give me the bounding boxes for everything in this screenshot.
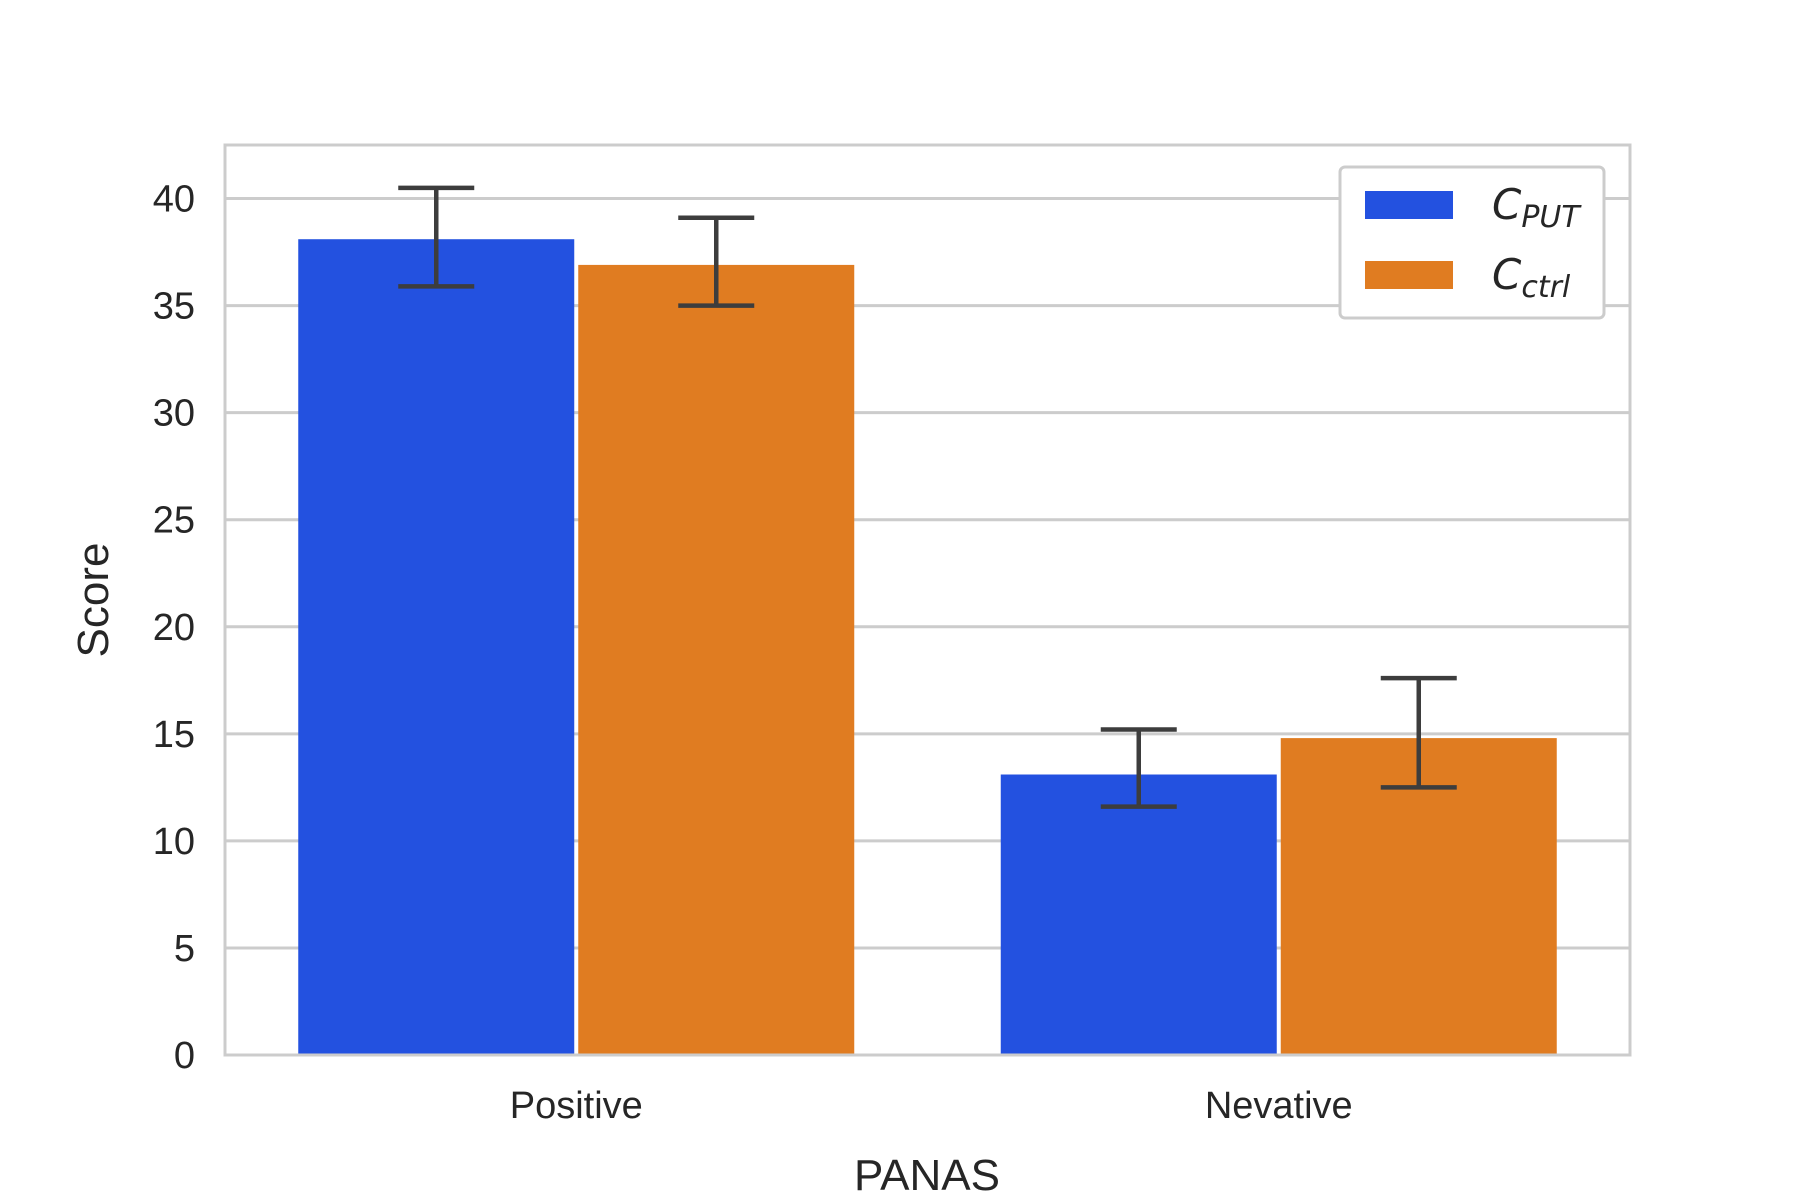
x-axis-label: PANAS — [854, 1151, 1000, 1200]
y-tick-label: 35 — [153, 286, 195, 328]
legend: CPUT Cctrl — [1338, 165, 1606, 320]
y-tick-label: 10 — [153, 821, 195, 863]
y-tick-labels: 0 5 10 15 20 25 30 35 40 — [153, 179, 195, 1077]
y-tick-label: 0 — [174, 1035, 195, 1077]
x-tick-labels: Positive Nevative — [510, 1085, 1353, 1127]
y-tick-label: 25 — [153, 500, 195, 542]
legend-label: CPUT — [1492, 180, 1582, 235]
x-tick-label: Positive — [510, 1085, 643, 1127]
y-tick-label: 20 — [153, 607, 195, 649]
bar — [1000, 774, 1277, 1055]
legend-label: Cctrl — [1492, 250, 1571, 305]
bars — [298, 239, 1557, 1055]
x-tick-label: Nevative — [1205, 1085, 1353, 1127]
y-tick-label: 40 — [153, 179, 195, 221]
y-tick-label: 15 — [153, 714, 195, 756]
bar — [578, 264, 855, 1055]
legend-swatch — [1365, 261, 1453, 289]
legend-swatch — [1365, 191, 1453, 219]
plot-frame — [223, 143, 1632, 1057]
error-bars — [398, 185, 1457, 809]
bar — [1280, 738, 1557, 1055]
y-axis-label: Score — [69, 543, 118, 658]
y-tick-label: 5 — [174, 928, 195, 970]
y-tick-label: 30 — [153, 393, 195, 435]
bar — [298, 239, 575, 1055]
